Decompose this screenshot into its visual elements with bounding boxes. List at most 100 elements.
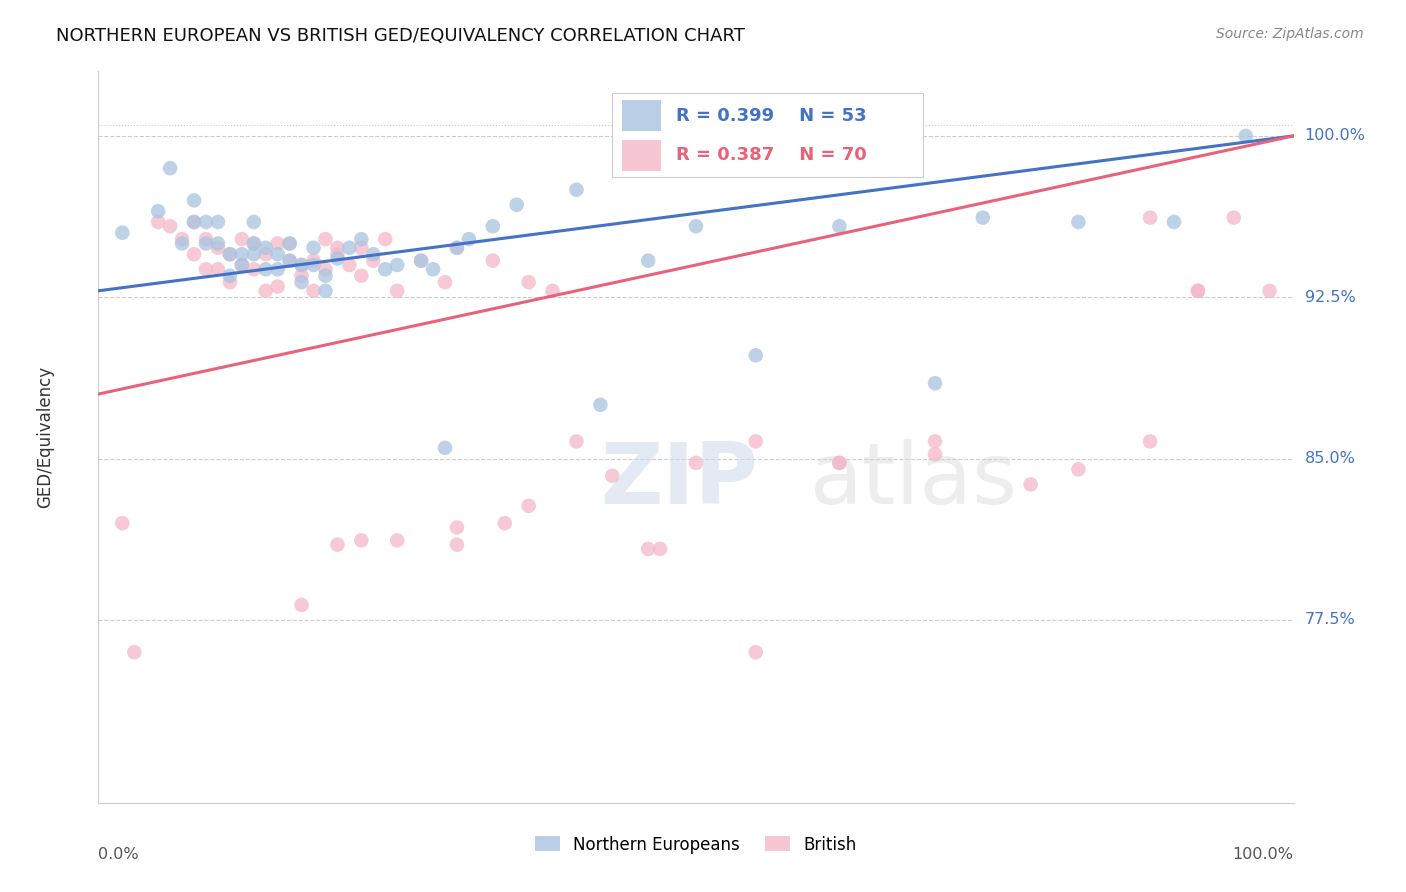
- Point: [243, 236, 266, 251]
- Point: [183, 215, 205, 229]
- Point: [1139, 434, 1161, 449]
- Point: [602, 468, 624, 483]
- Point: [243, 262, 266, 277]
- Point: [326, 241, 349, 255]
- Point: [148, 215, 170, 229]
- Point: [183, 194, 205, 208]
- Point: [326, 247, 349, 261]
- Point: [111, 516, 134, 530]
- Point: [1187, 284, 1209, 298]
- Point: [506, 198, 529, 212]
- Point: [374, 262, 396, 277]
- Text: 0.0%: 0.0%: [98, 847, 139, 862]
- Point: [231, 258, 253, 272]
- Text: 85.0%: 85.0%: [1305, 451, 1355, 467]
- Point: [374, 232, 396, 246]
- Point: [648, 541, 672, 556]
- Point: [745, 645, 768, 659]
- Point: [267, 247, 290, 261]
- Legend: Northern Europeans, British: Northern Europeans, British: [529, 829, 863, 860]
- Text: R = 0.399    N = 53: R = 0.399 N = 53: [676, 107, 866, 125]
- Point: [828, 456, 851, 470]
- Bar: [621, 101, 661, 131]
- Point: [685, 219, 707, 234]
- Point: [195, 262, 218, 277]
- Point: [458, 232, 481, 246]
- Point: [291, 258, 314, 272]
- Point: [219, 247, 242, 261]
- Point: [745, 434, 768, 449]
- Point: [315, 232, 337, 246]
- Point: [1234, 128, 1257, 143]
- Point: [339, 258, 361, 272]
- Point: [637, 253, 659, 268]
- Point: [446, 520, 468, 534]
- Point: [291, 268, 314, 283]
- Point: [1019, 477, 1042, 491]
- Point: [1223, 211, 1246, 225]
- Point: [326, 538, 349, 552]
- Point: [172, 236, 194, 251]
- Point: [231, 247, 253, 261]
- Text: GED/Equivalency: GED/Equivalency: [35, 366, 53, 508]
- Text: atlas: atlas: [810, 440, 1018, 523]
- Point: [350, 533, 373, 548]
- Text: R = 0.387    N = 70: R = 0.387 N = 70: [676, 146, 866, 164]
- Point: [291, 598, 314, 612]
- Bar: [621, 140, 661, 170]
- Point: [291, 258, 314, 272]
- Point: [315, 268, 337, 283]
- Point: [589, 398, 612, 412]
- Point: [565, 183, 588, 197]
- Point: [481, 219, 505, 234]
- Point: [315, 284, 337, 298]
- Point: [494, 516, 516, 530]
- Point: [159, 219, 181, 234]
- Point: [302, 241, 325, 255]
- Point: [411, 253, 433, 268]
- Point: [302, 258, 325, 272]
- Point: [195, 236, 218, 251]
- Point: [350, 232, 373, 246]
- Point: [541, 284, 564, 298]
- Point: [385, 533, 409, 548]
- Point: [350, 241, 373, 255]
- Point: [172, 232, 194, 246]
- Point: [326, 252, 349, 266]
- Point: [1187, 284, 1209, 298]
- Point: [183, 215, 205, 229]
- Point: [363, 247, 385, 261]
- Point: [278, 253, 301, 268]
- Point: [278, 253, 301, 268]
- Point: [302, 284, 325, 298]
- Text: Source: ZipAtlas.com: Source: ZipAtlas.com: [1216, 27, 1364, 41]
- Point: [745, 348, 768, 362]
- Point: [302, 253, 325, 268]
- Point: [231, 232, 253, 246]
- Point: [207, 262, 229, 277]
- Point: [828, 219, 851, 234]
- Point: [219, 275, 242, 289]
- Text: 100.0%: 100.0%: [1233, 847, 1294, 862]
- Point: [385, 284, 409, 298]
- Point: [924, 376, 946, 391]
- Point: [207, 241, 229, 255]
- Point: [183, 247, 205, 261]
- Point: [111, 226, 134, 240]
- Point: [637, 541, 659, 556]
- Point: [1163, 215, 1185, 229]
- Point: [159, 161, 181, 176]
- Point: [411, 253, 433, 268]
- Point: [924, 447, 946, 461]
- Point: [278, 236, 301, 251]
- Point: [422, 262, 444, 277]
- Text: 77.5%: 77.5%: [1305, 613, 1355, 627]
- Point: [1139, 211, 1161, 225]
- Text: ZIP: ZIP: [600, 440, 758, 523]
- Point: [446, 241, 468, 255]
- Point: [291, 275, 314, 289]
- Point: [254, 284, 277, 298]
- Bar: [613, 94, 924, 178]
- Point: [231, 258, 253, 272]
- Point: [243, 215, 266, 229]
